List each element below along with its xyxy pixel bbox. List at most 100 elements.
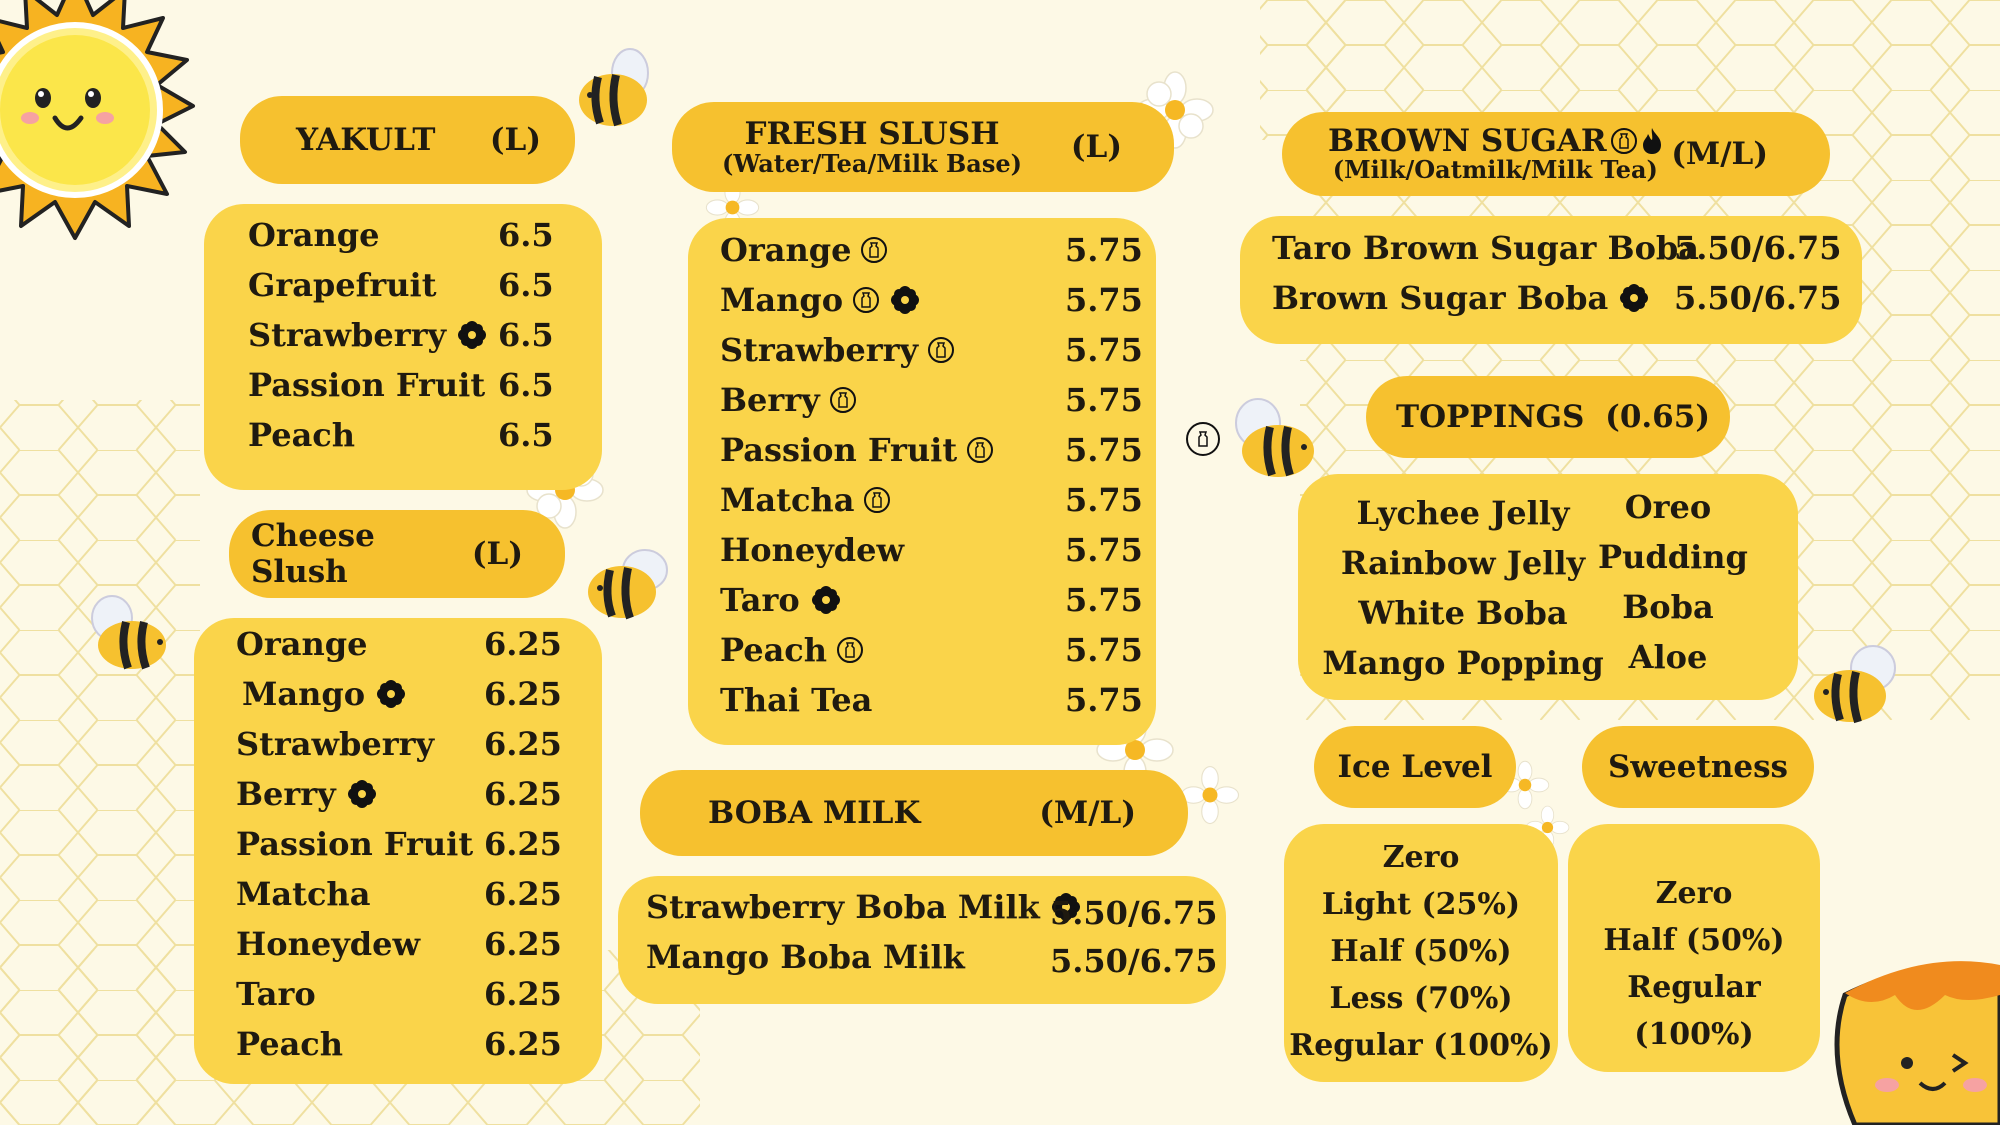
bee-illustration	[1814, 645, 1896, 724]
milk-base-icon	[1610, 128, 1637, 154]
ice-level-panel: Zero Light (25%) Half (50%) Less (70%) R…	[1284, 824, 1558, 1082]
milk-base-icon	[864, 487, 891, 513]
item-name: Taro	[720, 581, 800, 619]
list-item: Passion Fruit 6.25	[194, 825, 602, 875]
item-price: 5.50/6.75	[1674, 279, 1842, 317]
fresh-slush-subtitle: (Water/Tea/Milk Base)	[722, 149, 1022, 178]
list-item: Mango Popping	[1322, 644, 1604, 682]
toppings-right-list: Oreo Pudding Boba Aloe	[1598, 482, 1748, 682]
bee-illustration	[91, 595, 166, 670]
list-item: Honeydew 5.75	[688, 531, 1156, 581]
item-price: 5.75	[1065, 281, 1143, 319]
boba-milk-header: BOBA MILK (M/L)	[640, 770, 1188, 856]
fresh-slush-panel: Orange 5.75 Mango 5.75 Strawberry 5.75 Berr…	[688, 218, 1156, 745]
item-price: 5.75	[1065, 381, 1143, 419]
boba-milk-size: (M/L)	[1039, 795, 1136, 831]
flower-icon	[1051, 893, 1080, 921]
brown-sugar-header: BROWN SUGAR (Milk/Oatmilk/Milk Tea) (M/L…	[1282, 112, 1830, 196]
brown-sugar-title: BROWN SUGAR	[1328, 123, 1607, 159]
list-item: Light (25%)	[1321, 887, 1521, 922]
ice-level-header: Ice Level	[1314, 726, 1516, 808]
item-name: Honeydew	[720, 531, 905, 569]
fresh-slush-title: FRESH SLUSH	[744, 116, 1000, 152]
item-name: Mango	[242, 675, 366, 713]
list-item: Less (70%)	[1329, 981, 1513, 1016]
milk-base-icon	[967, 437, 994, 463]
list-item: Taro 5.75	[688, 581, 1156, 631]
brown-sugar-title-block: BROWN SUGAR (Milk/Oatmilk/Milk Tea)	[1328, 125, 1663, 183]
flower-icon	[1620, 284, 1649, 312]
milk-base-icon	[861, 237, 888, 263]
list-item: Half (50%)	[1330, 934, 1512, 969]
item-name: Taro Brown Sugar Boba	[1272, 229, 1700, 267]
item-price: 6.25	[484, 925, 562, 963]
yakult-title: YAKULT	[296, 122, 436, 158]
flower-icon	[458, 321, 487, 349]
item-price: 6.5	[498, 316, 554, 354]
list-item: Taro Brown Sugar Boba 5.50/6.75	[1240, 229, 1862, 279]
list-item: Boba	[1622, 588, 1714, 626]
item-name: Orange	[248, 216, 380, 254]
item-price: 6.25	[484, 675, 562, 713]
sweetness-panel: Zero Half (50%) Regular (100%)	[1568, 824, 1820, 1072]
item-price: 6.25	[484, 775, 562, 813]
list-item: Aloe	[1628, 638, 1708, 676]
cheese-slush-header: Cheese Slush (L)	[229, 510, 565, 598]
milk-base-icon	[829, 387, 856, 413]
fresh-slush-title-block: FRESH SLUSH (Water/Tea/Milk Base)	[722, 117, 1022, 177]
list-item: Berry 5.75	[688, 381, 1156, 431]
bee-illustration	[1235, 398, 1314, 477]
flower-icon	[891, 286, 920, 314]
bee-illustration	[588, 549, 668, 620]
item-name: Passion Fruit	[248, 366, 486, 404]
list-item: Regular (100%)	[1627, 970, 1761, 1052]
ice-level-options: Zero Light (25%) Half (50%) Less (70%) R…	[1284, 834, 1558, 1069]
list-item: Grapefruit 6.5	[204, 266, 602, 316]
yakult-panel: Orange 6.5 Grapefruit 6.5 Strawberry 6.5 Pa…	[204, 204, 602, 490]
list-item: Zero	[1655, 876, 1733, 911]
item-price: 6.25	[484, 875, 562, 913]
item-name: Mango	[720, 281, 844, 319]
list-item: Orange 5.75	[688, 231, 1156, 281]
cheese-slush-size: (L)	[471, 536, 523, 572]
list-item: Matcha 6.25	[194, 875, 602, 925]
item-price: 5.75	[1065, 331, 1143, 369]
bee-illustration	[579, 48, 649, 127]
sweetness-title: Sweetness	[1607, 749, 1788, 785]
milk-base-icon	[928, 337, 955, 363]
item-name: Taro	[236, 975, 316, 1013]
item-name: Orange	[720, 231, 852, 269]
list-item: Passion Fruit 6.5	[204, 366, 602, 416]
list-item: Peach 6.5	[204, 416, 602, 466]
boba-milk-panel: Strawberry Boba Milk 5.50/6.75 Mango Boba…	[618, 876, 1226, 1004]
item-price: 6.5	[498, 266, 554, 304]
item-price: 6.5	[498, 416, 554, 454]
list-item: Mango Boba Milk 5.50/6.75	[618, 938, 1226, 988]
list-item: Oreo	[1624, 488, 1712, 526]
list-item: Taro 6.25	[194, 975, 602, 1025]
item-name: Peach	[720, 631, 828, 669]
item-name: Matcha	[720, 481, 855, 519]
list-item: Peach 6.25	[194, 1025, 602, 1075]
item-name: Peach	[248, 416, 356, 454]
item-name: Brown Sugar Boba	[1272, 279, 1609, 317]
ice-level-title: Ice Level	[1337, 749, 1493, 785]
list-item: Honeydew 6.25	[194, 925, 602, 975]
item-name: Mango Boba Milk	[646, 938, 965, 976]
list-item: White Boba	[1358, 594, 1568, 632]
toppings-panel: Lychee Jelly Rainbow Jelly White Boba Ma…	[1298, 474, 1798, 700]
brown-sugar-size: (M/L)	[1671, 136, 1768, 172]
toppings-title: TOPPINGS	[1396, 399, 1585, 435]
list-item: Brown Sugar Boba 5.50/6.75	[1240, 279, 1862, 329]
item-price: 5.75	[1065, 631, 1143, 669]
list-item: Half (50%)	[1603, 923, 1785, 958]
flower-icon	[347, 780, 376, 808]
item-price: 5.75	[1065, 231, 1143, 269]
item-price: 5.75	[1065, 681, 1143, 719]
toppings-price: (0.65)	[1605, 399, 1710, 435]
list-item: Lychee Jelly	[1356, 494, 1570, 532]
item-name: Strawberry Boba Milk	[646, 888, 1040, 926]
list-item: Thai Tea 5.75	[688, 681, 1156, 731]
list-item: Mango 6.25	[194, 675, 602, 725]
flower-icon	[811, 586, 840, 614]
